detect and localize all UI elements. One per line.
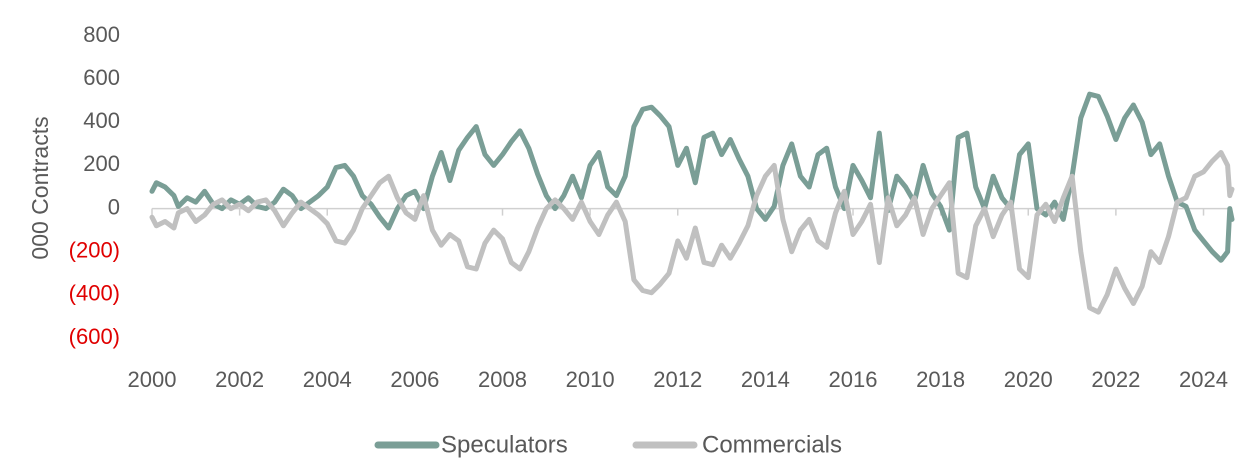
y-tick-label: (200) bbox=[69, 238, 120, 263]
legend-label-commercials: Commercials bbox=[702, 431, 842, 458]
x-tick-label: 2020 bbox=[1004, 367, 1053, 392]
y-tick-label: 600 bbox=[83, 65, 120, 90]
y-tick-label: 0 bbox=[108, 194, 120, 219]
x-tick-label: 2004 bbox=[303, 367, 352, 392]
x-tick-label: 2000 bbox=[128, 367, 177, 392]
y-tick-label: 200 bbox=[83, 151, 120, 176]
y-tick-label: 800 bbox=[83, 22, 120, 47]
x-tick-label: 2008 bbox=[478, 367, 527, 392]
x-tick-label: 2006 bbox=[390, 367, 439, 392]
series-lines bbox=[149, 91, 1235, 315]
series-line-commercials bbox=[149, 150, 1235, 315]
y-axis-title: 000 Contracts bbox=[27, 116, 53, 259]
x-tick-label: 2016 bbox=[829, 367, 878, 392]
x-tick-label: 2018 bbox=[916, 367, 965, 392]
y-tick-label: 400 bbox=[83, 108, 120, 133]
series-line-speculators bbox=[149, 91, 1235, 263]
x-tick-label: 2014 bbox=[741, 367, 790, 392]
y-tick-label: (400) bbox=[69, 281, 120, 306]
x-tick-labels: 2000 2002 2004 2006 2008 2010 2012 2014 2016 2018… bbox=[128, 208, 1228, 392]
x-tick-label: 2022 bbox=[1091, 367, 1140, 392]
legend-label-speculators: Speculators bbox=[441, 431, 568, 458]
x-tick-label: 2024 bbox=[1179, 367, 1228, 392]
legend: Speculators Commercials bbox=[374, 431, 842, 458]
x-tick-label: 2002 bbox=[215, 367, 264, 392]
y-tick-label: (600) bbox=[69, 324, 120, 349]
x-tick-label: 2010 bbox=[566, 367, 615, 392]
y-tick-labels: 800 600 400 200 0 (200) (400) (600) bbox=[69, 22, 120, 349]
y-axis-title-group: 000 Contracts bbox=[27, 116, 53, 259]
x-tick-label: 2012 bbox=[653, 367, 702, 392]
